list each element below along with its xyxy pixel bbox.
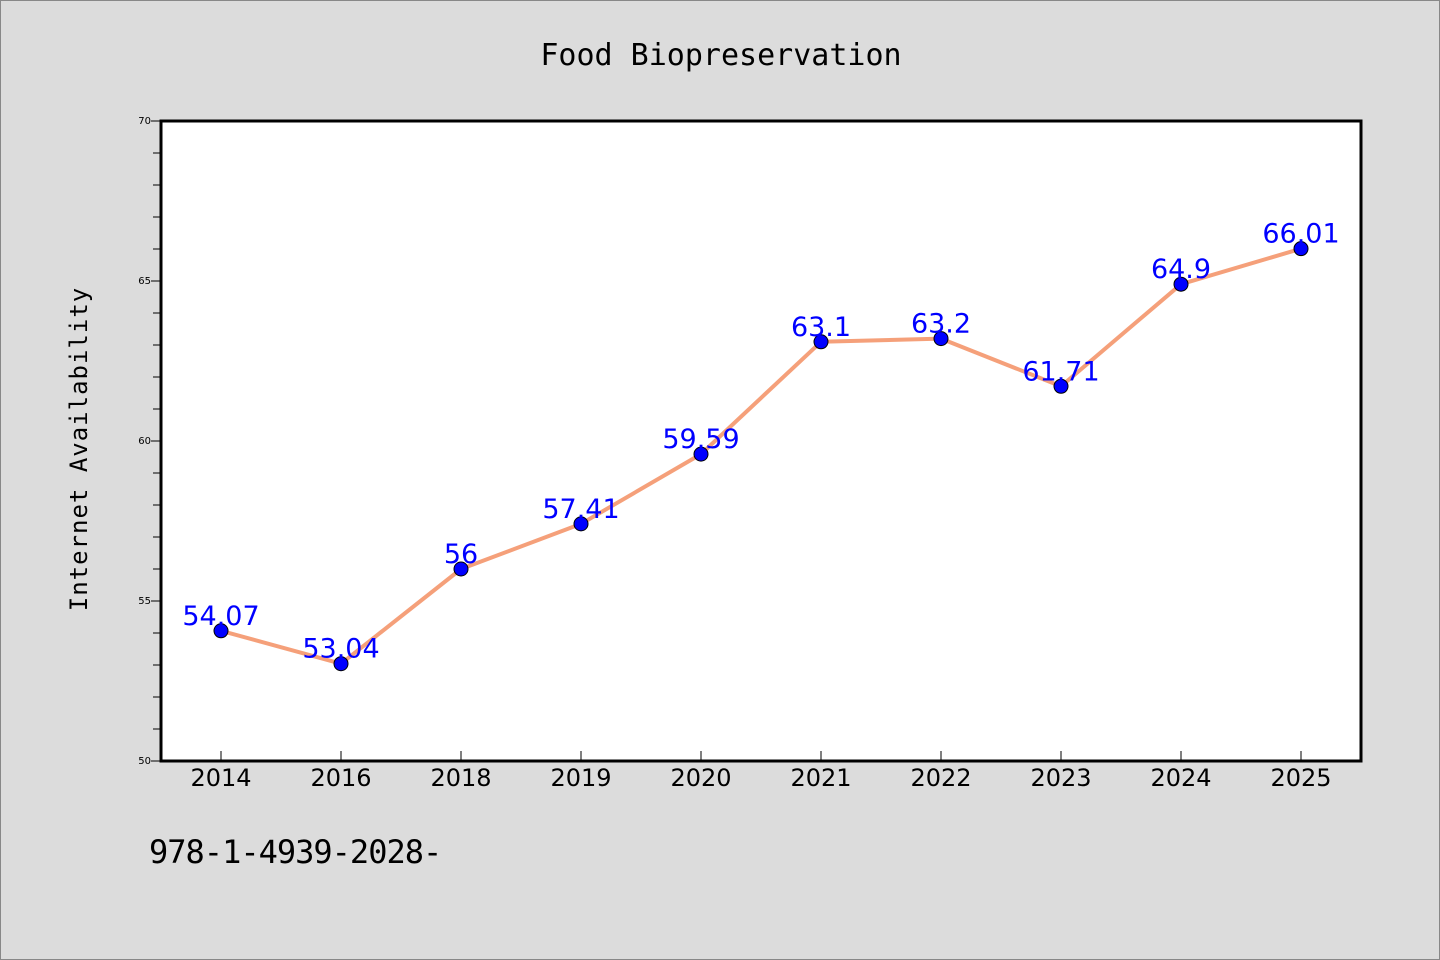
data-label: 56 <box>444 539 478 570</box>
plot-area <box>159 119 1363 763</box>
data-point <box>573 516 589 532</box>
data-label: 63.2 <box>911 309 971 340</box>
data-label-layer: 54.07 53.04 56 57.41 59.59 63.1 63.2 61.71 64.9 6… <box>182 219 1339 665</box>
y-tick-label: 70 <box>138 116 151 127</box>
y-tick-label: 55 <box>138 596 151 607</box>
data-point <box>1293 241 1309 257</box>
x-tick-label: 2019 <box>550 764 611 792</box>
data-point <box>693 446 709 462</box>
chart-title: Food Biopreservation <box>540 38 901 73</box>
y-tick-label: 60 <box>138 436 151 447</box>
data-label: 53.04 <box>302 634 379 665</box>
y-axis: 50 55 60 65 70 <box>138 116 161 767</box>
data-point <box>213 623 229 639</box>
y-tick-label: 50 <box>138 756 151 767</box>
data-point <box>813 334 829 350</box>
data-label: 64.9 <box>1151 254 1211 285</box>
data-point <box>333 656 349 672</box>
data-label: 66.01 <box>1262 219 1339 250</box>
figure-caption: 978-1-4939-2028- <box>149 833 442 871</box>
data-label: 59.59 <box>662 424 739 455</box>
y-axis-label: Internet Availability <box>65 287 93 611</box>
x-tick-label: 2022 <box>910 764 971 792</box>
x-tick-label: 2021 <box>790 764 851 792</box>
x-tick-label: 2018 <box>430 764 491 792</box>
y-tick-label: 65 <box>138 276 151 287</box>
x-tick-label: 2016 <box>310 764 371 792</box>
x-tick-label: 2025 <box>1270 764 1331 792</box>
data-label: 61.71 <box>1022 356 1099 387</box>
data-point <box>1173 276 1189 292</box>
x-tick-label: 2024 <box>1150 764 1211 792</box>
x-tick-label: 2023 <box>1030 764 1091 792</box>
series-line <box>219 246 1303 666</box>
data-label: 63.1 <box>791 312 851 343</box>
x-tick-label: 2020 <box>670 764 731 792</box>
data-point <box>1053 378 1069 394</box>
data-point <box>933 331 949 347</box>
data-label: 54.07 <box>182 601 259 632</box>
series-layer <box>213 241 1309 672</box>
x-axis: 2014 2016 2018 2019 2020 2021 2022 2023 2024 2025 <box>190 751 1332 792</box>
data-point <box>453 561 469 577</box>
x-tick-label: 2014 <box>190 764 251 792</box>
data-label: 57.41 <box>542 494 619 525</box>
